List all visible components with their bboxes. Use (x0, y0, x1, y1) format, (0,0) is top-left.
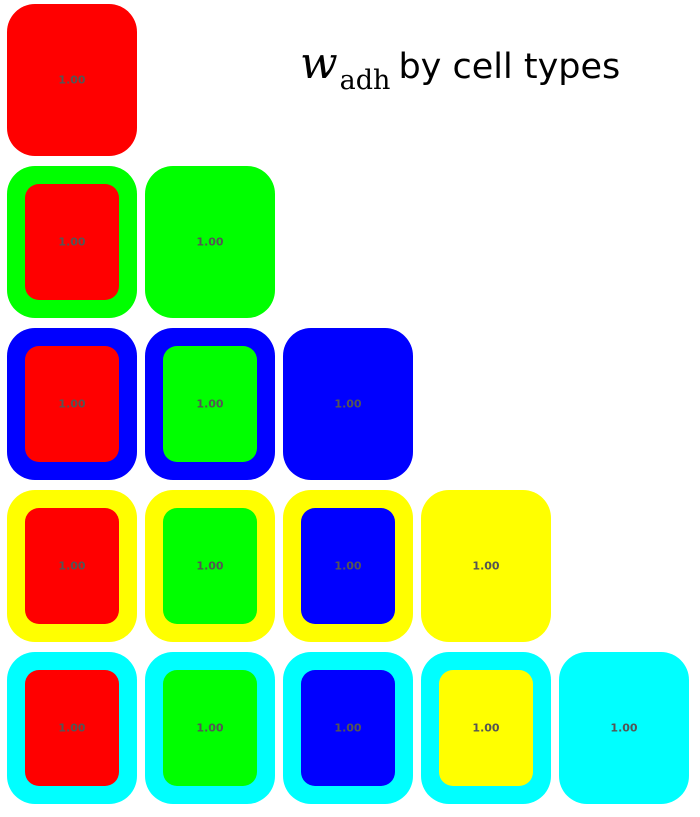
matrix-cell: 1.00 (7, 490, 137, 642)
matrix-cell-inner: 1.00 (163, 508, 257, 624)
matrix-cell: 1.00 (145, 328, 275, 480)
title-symbol: w (300, 38, 338, 89)
cell-value: 1.00 (610, 721, 638, 735)
title-suffix: by cell types (398, 47, 621, 87)
cell-value: 1.00 (334, 397, 362, 411)
matrix-cell: 1.00 (421, 490, 551, 642)
cell-value: 1.00 (58, 397, 86, 411)
matrix-cell-inner: 1.00 (301, 508, 395, 624)
matrix-cell-inner: 1.00 (25, 346, 119, 462)
title-subscript: adh (339, 65, 391, 96)
matrix-cell-inner: 1.00 (25, 670, 119, 786)
diagram-title: wadh by cell types (300, 38, 620, 98)
matrix-cell: 1.00 (283, 652, 413, 804)
matrix-cell: 1.00 (421, 652, 551, 804)
matrix-cell: 1.00 (7, 166, 137, 318)
cell-value: 1.00 (58, 73, 86, 87)
cell-value: 1.00 (472, 721, 500, 735)
matrix-cell: 1.00 (283, 328, 413, 480)
matrix-cell-inner: 1.00 (439, 670, 533, 786)
matrix-cell-inner: 1.00 (163, 670, 257, 786)
matrix-cell: 1.00 (145, 652, 275, 804)
cell-value: 1.00 (334, 721, 362, 735)
matrix-cell-inner: 1.00 (163, 346, 257, 462)
cell-value: 1.00 (58, 559, 86, 573)
cell-value: 1.00 (196, 559, 224, 573)
matrix-cell: 1.00 (7, 4, 137, 156)
matrix-cell: 1.00 (7, 652, 137, 804)
matrix-cell: 1.00 (559, 652, 689, 804)
cell-value: 1.00 (472, 559, 500, 573)
cell-value: 1.00 (196, 721, 224, 735)
matrix-cell: 1.00 (283, 490, 413, 642)
matrix-cell: 1.00 (145, 490, 275, 642)
cell-value: 1.00 (196, 397, 224, 411)
cell-value: 1.00 (58, 721, 86, 735)
cell-value: 1.00 (58, 235, 86, 249)
matrix-cell: 1.00 (7, 328, 137, 480)
cell-value: 1.00 (196, 235, 224, 249)
matrix-cell-inner: 1.00 (301, 670, 395, 786)
matrix-cell: 1.00 (145, 166, 275, 318)
matrix-cell-inner: 1.00 (25, 184, 119, 300)
matrix-cell-inner: 1.00 (25, 508, 119, 624)
cell-value: 1.00 (334, 559, 362, 573)
